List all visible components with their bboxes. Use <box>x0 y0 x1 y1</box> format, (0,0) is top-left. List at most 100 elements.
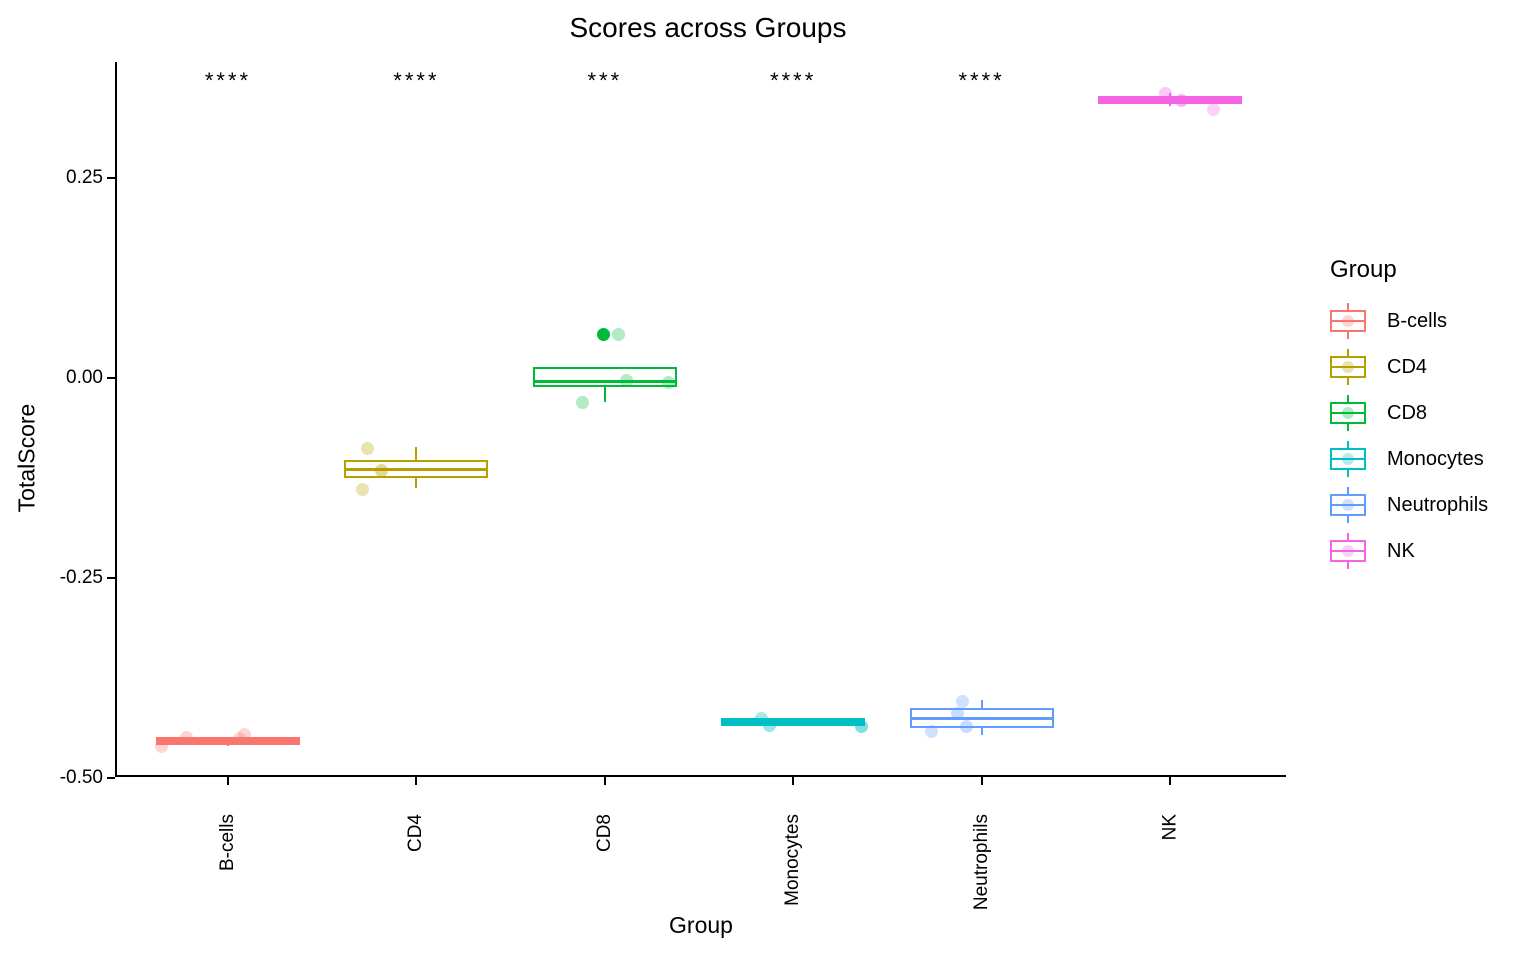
key-whisker <box>1347 424 1349 431</box>
y-tick-label: 0.25 <box>66 167 103 188</box>
y-tick-label: 0.00 <box>66 367 103 388</box>
x-tick-label: NK <box>1159 814 1180 841</box>
jitter-point <box>956 694 970 708</box>
legend-title: Group <box>1330 256 1397 283</box>
chart-title: Scores across Groups <box>569 12 847 43</box>
key-point <box>1342 361 1354 373</box>
x-tick-label: CD8 <box>593 814 615 853</box>
jitter-point <box>620 373 634 387</box>
y-tick-mark <box>107 377 115 379</box>
x-tick-label: CD4 <box>405 814 427 853</box>
legend-label: Neutrophils <box>1387 493 1489 516</box>
jitter-point <box>612 328 626 342</box>
whisker-lower <box>415 478 418 488</box>
key-whisker <box>1347 441 1349 448</box>
jitter-point <box>754 711 768 725</box>
key-point <box>1342 315 1354 327</box>
key-median <box>1332 550 1364 552</box>
significance-label: **** <box>958 68 1005 93</box>
y-tick-mark <box>107 577 115 579</box>
legend-key-boxplot-icon <box>1330 441 1366 477</box>
significance-label: **** <box>770 68 817 93</box>
significance-label: *** <box>587 68 623 93</box>
boxplot-box <box>156 737 300 746</box>
legend-entry: CD4 <box>1330 344 1530 390</box>
key-median <box>1332 366 1364 368</box>
legend-label: CD4 <box>1387 355 1428 378</box>
jitter-point <box>179 730 193 744</box>
key-median <box>1332 412 1364 414</box>
y-tick-label: -0.50 <box>59 767 103 788</box>
jitter-point <box>662 376 676 390</box>
jitter-point <box>1206 102 1220 116</box>
key-point <box>1342 407 1354 419</box>
key-whisker <box>1347 533 1349 540</box>
legend-label: B-cells <box>1387 309 1448 332</box>
x-axis-line <box>115 775 1286 777</box>
whisker-lower <box>980 728 983 735</box>
x-tick-mark <box>603 777 606 785</box>
x-tick-mark <box>415 777 418 785</box>
boxplot-box <box>532 366 677 387</box>
legend-entry: Neutrophils <box>1330 482 1530 528</box>
key-median <box>1332 504 1364 506</box>
legend-key-boxplot-icon <box>1330 533 1366 569</box>
key-whisker <box>1347 487 1349 494</box>
jitter-point <box>576 395 590 409</box>
key-whisker <box>1347 470 1349 477</box>
y-tick-mark <box>107 177 115 179</box>
key-whisker <box>1347 332 1349 339</box>
legend-key-boxplot-icon <box>1330 487 1366 523</box>
jitter-point <box>597 327 611 341</box>
legend-label: CD8 <box>1387 401 1428 424</box>
legend-entry: CD8 <box>1330 390 1530 436</box>
boxplot-box <box>721 718 866 726</box>
jitter-point <box>360 441 374 455</box>
legend-label: Monocytes <box>1387 447 1484 470</box>
median-line <box>911 716 1052 720</box>
jitter-point <box>951 706 965 720</box>
x-tick-mark <box>227 777 229 785</box>
x-tick-label: B-cells <box>217 814 238 872</box>
key-whisker <box>1347 378 1349 385</box>
key-whisker <box>1347 303 1349 310</box>
key-whisker <box>1347 395 1349 402</box>
whisker-upper <box>980 700 983 708</box>
legend-label: NK <box>1387 539 1415 562</box>
jitter-point <box>374 464 388 478</box>
legend: Group B-cells CD4 CD8 Monocytes Neutrophils N… <box>1330 256 1530 574</box>
legend-entry: Monocytes <box>1330 436 1530 482</box>
x-tick-label: Monocytes <box>782 814 804 906</box>
jitter-point <box>762 719 776 733</box>
y-axis-line <box>115 62 117 777</box>
y-tick-mark <box>107 777 115 779</box>
jitter-point <box>1158 87 1172 101</box>
boxplot-box <box>1098 96 1242 104</box>
legend-entry: NK <box>1330 528 1530 574</box>
x-tick-mark <box>1169 777 1171 785</box>
legend-key-boxplot-icon <box>1330 303 1366 339</box>
x-tick-mark <box>792 777 795 785</box>
significance-label: **** <box>204 68 252 93</box>
legend-entry: B-cells <box>1330 298 1530 344</box>
jitter-point <box>1174 93 1188 107</box>
whisker-lower <box>603 386 606 402</box>
median-line <box>346 467 487 471</box>
x-tick-label: Neutrophils <box>970 814 992 911</box>
jitter-point <box>925 724 939 738</box>
jitter-point <box>854 719 868 733</box>
key-median <box>1332 320 1364 322</box>
legend-key-boxplot-icon <box>1330 349 1366 385</box>
jitter-point <box>154 740 168 754</box>
significance-label: **** <box>393 68 440 93</box>
jitter-point <box>232 732 246 746</box>
jitter-point <box>355 482 369 496</box>
key-point <box>1342 545 1354 557</box>
y-tick-label: -0.25 <box>59 567 103 588</box>
x-tick-mark <box>980 777 983 785</box>
whisker-upper <box>415 446 418 460</box>
median-line <box>534 379 675 383</box>
key-whisker <box>1347 562 1349 569</box>
